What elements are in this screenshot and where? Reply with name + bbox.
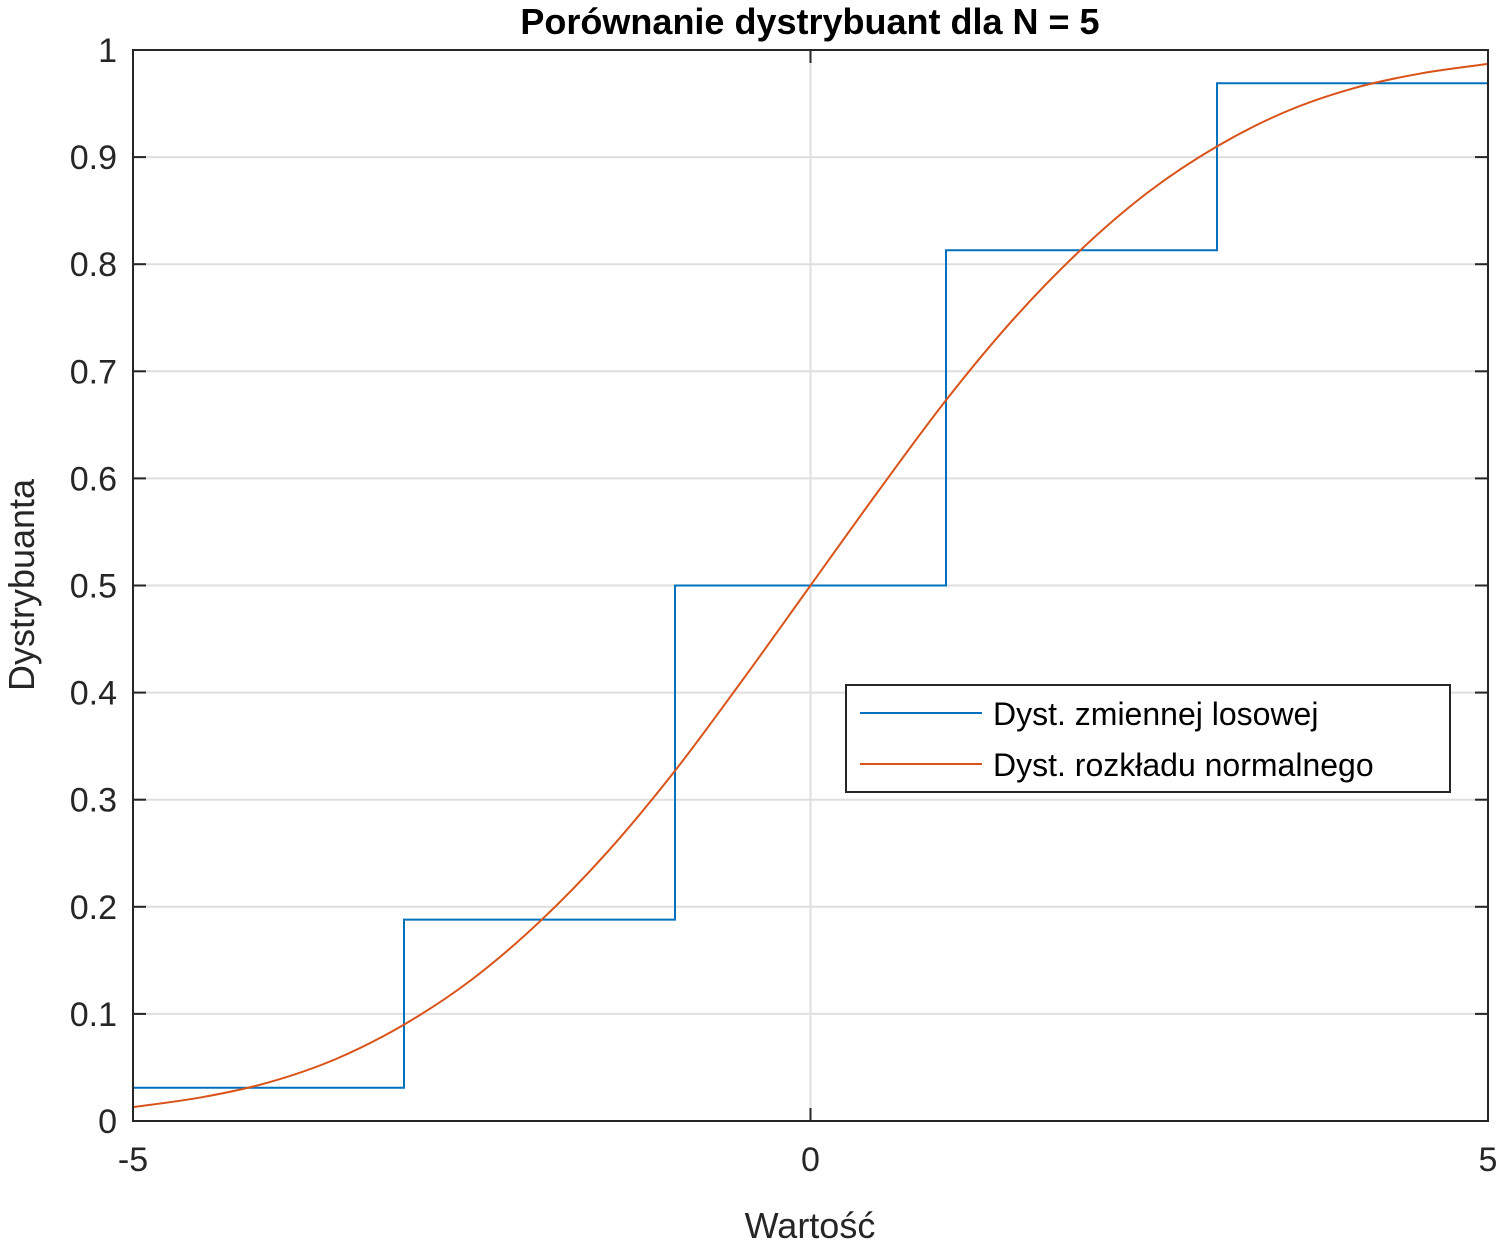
legend: Dyst. zmiennej losowej Dyst. rozkładu no… bbox=[845, 684, 1451, 793]
x-tick-label: 0 bbox=[801, 1141, 820, 1179]
y-tick-label: 0.2 bbox=[70, 889, 117, 927]
axis-ticks: 00.10.20.30.40.50.60.70.80.91-5 0 5 bbox=[70, 32, 1498, 1179]
y-tick-label: 0.7 bbox=[70, 353, 117, 391]
y-tick-label: 0 bbox=[98, 1103, 117, 1141]
y-tick-label: 0.1 bbox=[70, 996, 117, 1034]
chart-title: Porównanie dystrybuant dla N = 5 bbox=[520, 1, 1099, 42]
legend-box bbox=[845, 684, 1451, 793]
y-tick-label: 0.5 bbox=[70, 568, 117, 606]
legend-entry-random-variable: Dyst. zmiennej losowej bbox=[993, 696, 1318, 732]
x-tick-label: 5 bbox=[1479, 1141, 1498, 1179]
y-tick-label: 0.3 bbox=[70, 782, 117, 820]
y-tick-label: 0.8 bbox=[70, 246, 117, 284]
y-tick-label: 1 bbox=[98, 32, 117, 70]
y-tick-label: 0.4 bbox=[70, 675, 117, 713]
series-line-normal-distribution bbox=[132, 62, 1489, 1109]
y-tick-label: 0.6 bbox=[70, 460, 117, 498]
y-axis-label: Dystrybuanta bbox=[1, 478, 42, 691]
x-tick-label: -5 bbox=[118, 1141, 148, 1179]
x-axis-label: Wartość bbox=[745, 1205, 876, 1244]
series-lines bbox=[132, 50, 1489, 1121]
legend-entry-normal-distribution: Dyst. rozkładu normalnego bbox=[993, 747, 1374, 783]
y-tick-label: 0.9 bbox=[70, 139, 117, 177]
